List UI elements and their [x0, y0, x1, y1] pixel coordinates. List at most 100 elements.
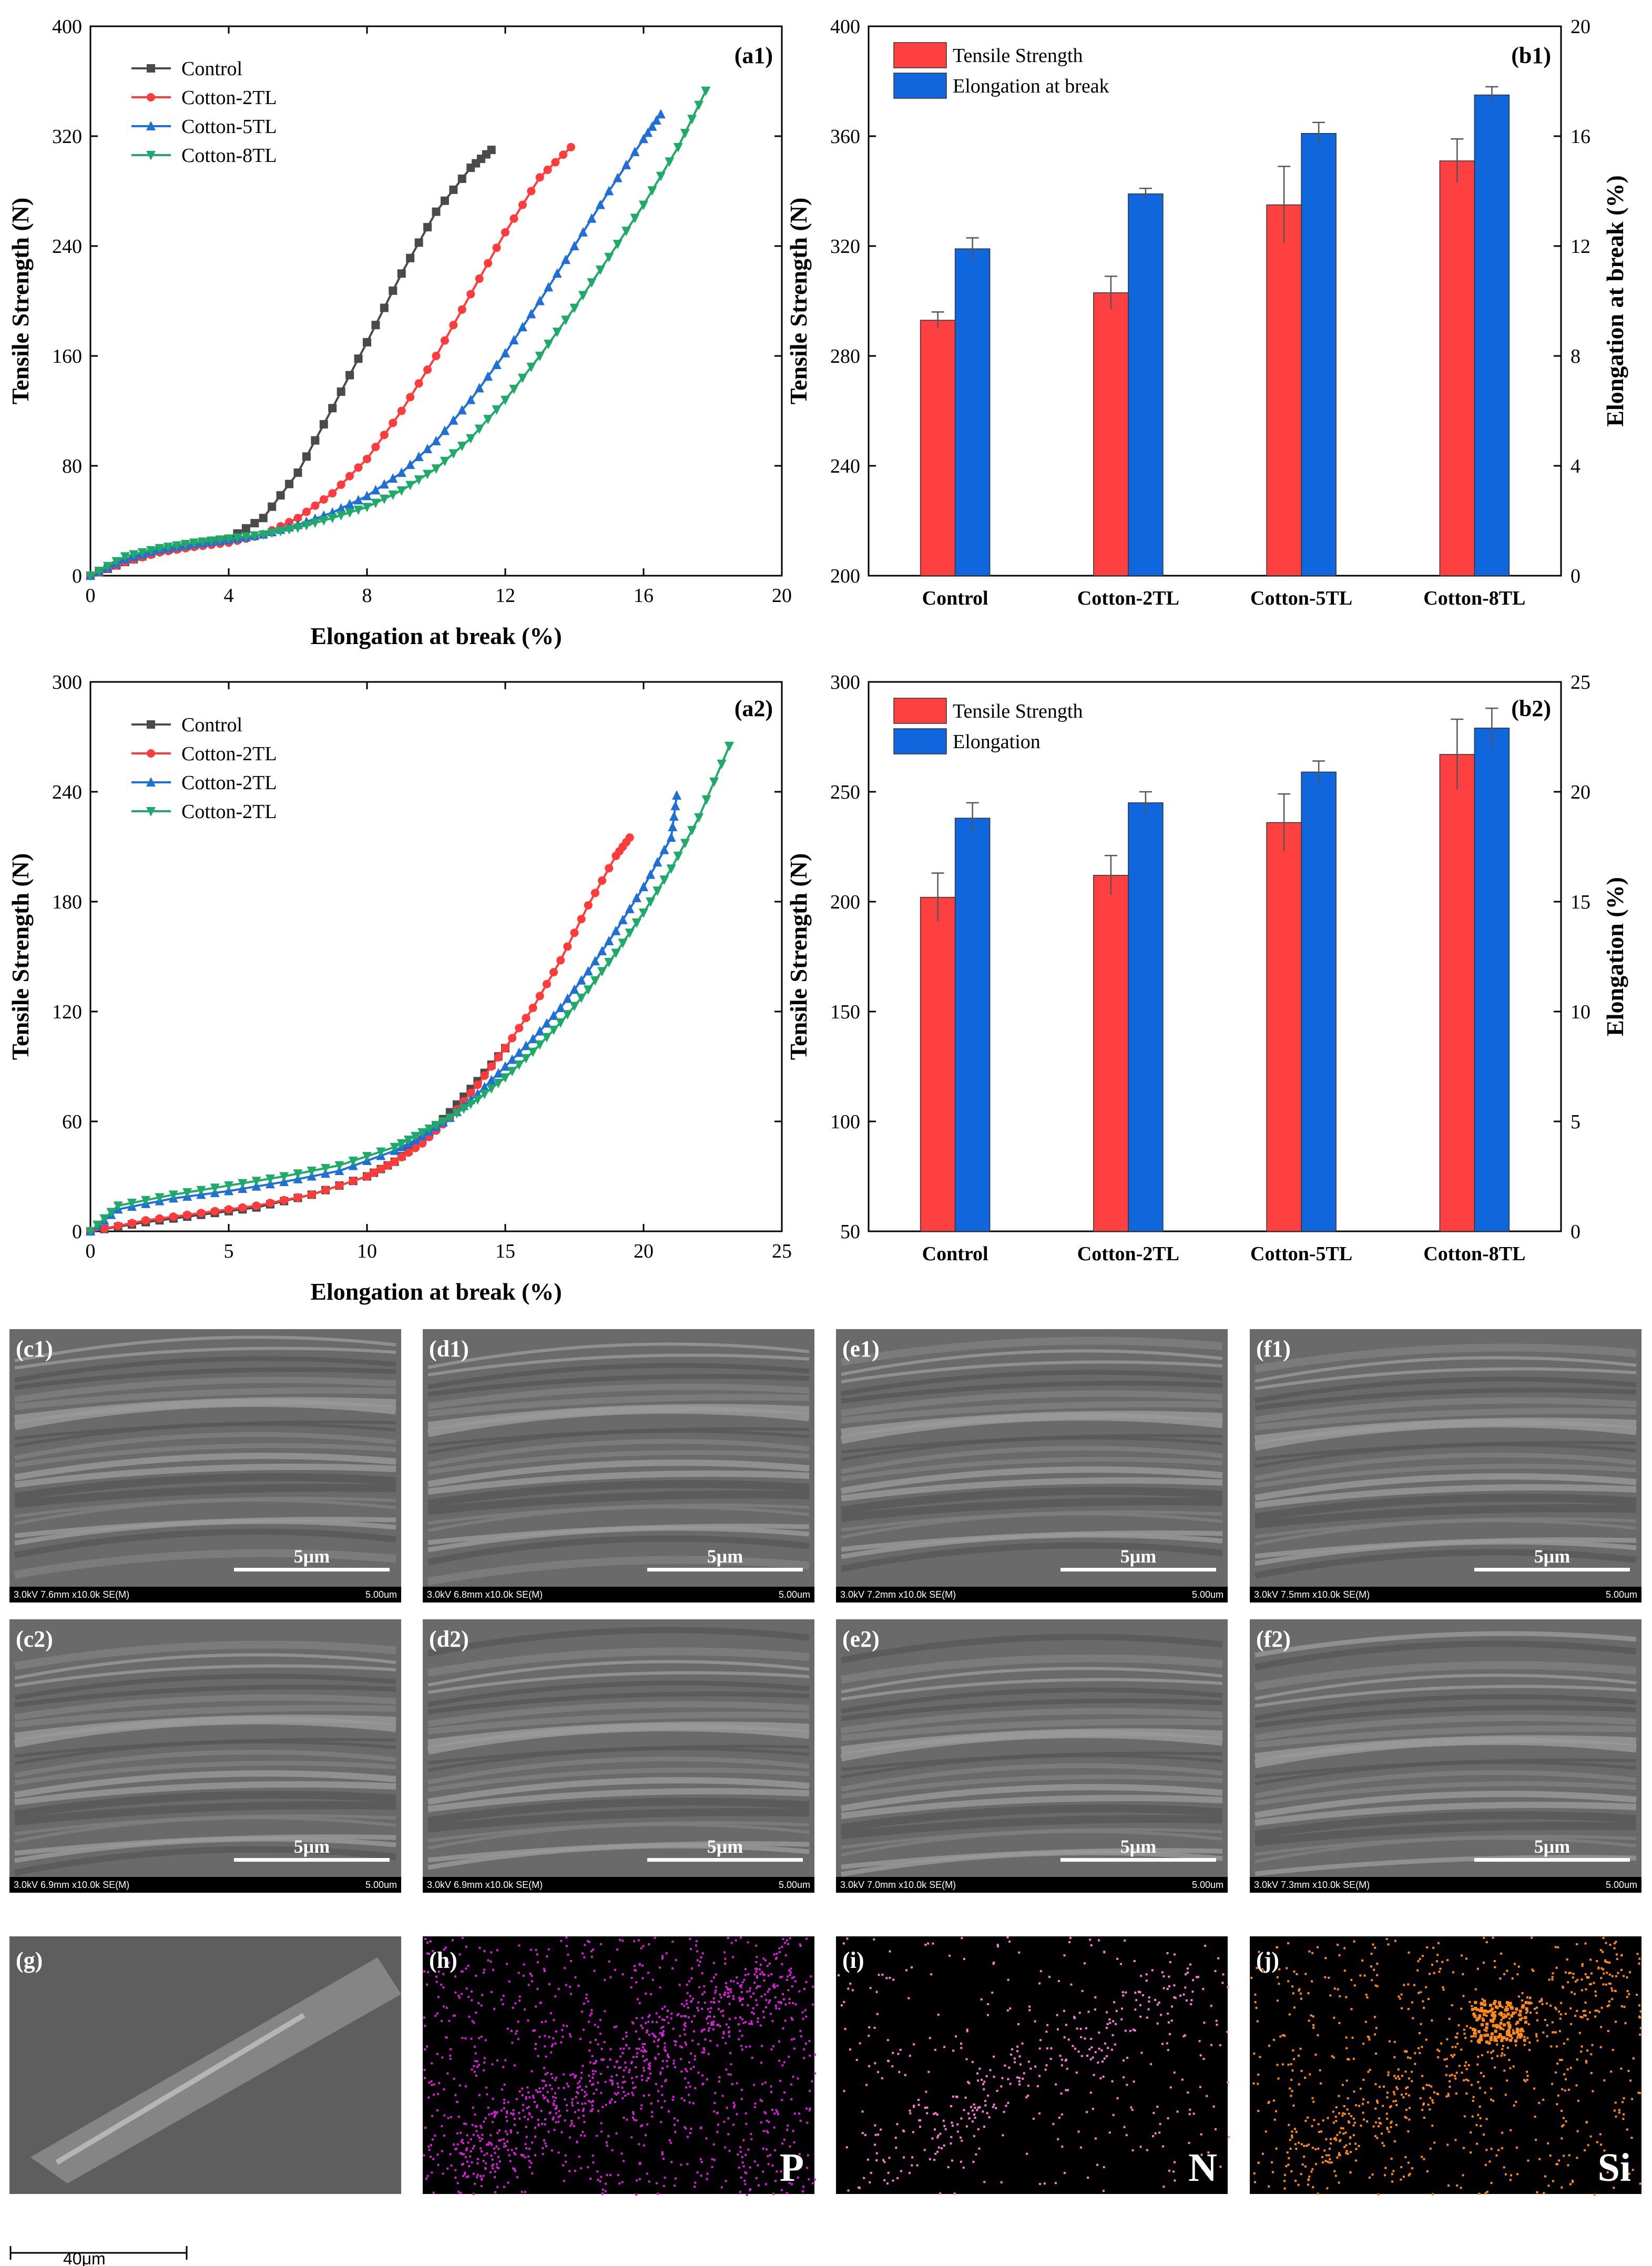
map-dot [542, 2153, 544, 2156]
map-dot [1613, 2187, 1615, 2189]
map-dot [651, 1978, 654, 1981]
map-dot [1287, 1980, 1290, 1983]
y-tick-label: 320 [52, 126, 82, 148]
map-dot [437, 2093, 440, 2095]
map-dot [597, 2110, 600, 2112]
map-dot [636, 1998, 639, 2000]
map-dot [635, 2056, 638, 2058]
map-dot [1470, 2084, 1473, 2086]
map-dot [1484, 2192, 1487, 2194]
map-dot [1590, 2053, 1593, 2056]
map-cluster [1490, 2036, 1493, 2039]
sem-fiber [427, 1363, 810, 1390]
data-point [656, 171, 666, 181]
map-dot [621, 2181, 624, 2183]
map-dot [662, 2185, 665, 2187]
map-dot [725, 1986, 728, 1988]
map-dot [549, 2012, 552, 2015]
data-point [475, 274, 484, 283]
data-point [423, 365, 432, 374]
map-dot [554, 2108, 557, 2110]
map-dot [657, 2045, 659, 2048]
map-dot [683, 2028, 686, 2031]
map-dot [628, 2071, 630, 2074]
y-tick-label: 100 [830, 1111, 860, 1133]
sem-fiber [427, 1788, 810, 1812]
map-dot [1334, 2137, 1337, 2139]
map-dot [1516, 2173, 1519, 2176]
map-dot [504, 2130, 507, 2133]
map-dot [997, 1945, 1000, 1948]
data-point [569, 984, 579, 994]
data-point [631, 918, 641, 928]
map-dot [461, 1993, 463, 1995]
data-point [197, 1209, 206, 1218]
map-dot [940, 2147, 943, 2150]
map-dot [875, 2159, 878, 2161]
map-dot [645, 2050, 647, 2053]
map-cluster [1473, 2015, 1477, 2018]
map-dot [1394, 1940, 1396, 1942]
map-dot [493, 2110, 496, 2113]
sem-fiber [1255, 1761, 1637, 1785]
map-dot [1585, 2060, 1587, 2063]
map-dot [762, 2147, 764, 2150]
map-dot [685, 1999, 688, 2002]
data-point [518, 200, 527, 209]
map-cluster [1482, 2018, 1485, 2022]
map-dot [1328, 2161, 1331, 2164]
map-dot [1526, 2078, 1528, 2081]
sem-fiber [427, 1383, 810, 1410]
map-dot [733, 2104, 736, 2107]
map-dot [1620, 2005, 1623, 2008]
map-dot [851, 1989, 854, 1992]
map-dot [1485, 2014, 1488, 2017]
map-dot [745, 2122, 748, 2125]
y2-tick-label: 4 [1571, 455, 1580, 477]
map-dot [609, 2100, 611, 2103]
map-dot [1298, 2141, 1300, 2144]
map-dot [762, 2010, 764, 2013]
map-dot [1629, 1971, 1631, 1974]
map-dot [1000, 2181, 1003, 2183]
map-dot [1072, 2045, 1074, 2047]
map-dot [467, 2141, 470, 2144]
map-dot [1474, 1988, 1477, 1991]
map-dot [756, 1956, 758, 1958]
map-dot [1076, 2027, 1078, 2030]
data-point [535, 992, 544, 1001]
map-dot [465, 1967, 467, 1970]
map-dot [1170, 2005, 1173, 2008]
data-point [543, 166, 552, 175]
map-dot [1123, 2126, 1126, 2128]
map-dot [1268, 2044, 1271, 2047]
sem-fiber [840, 1634, 1223, 1663]
data-point [625, 928, 635, 938]
map-dot [767, 2155, 769, 2158]
map-dot [767, 2163, 770, 2166]
map-dot [1484, 2163, 1487, 2166]
map-dot [578, 2080, 581, 2083]
map-dot [621, 2086, 624, 2089]
map-dot [638, 1964, 641, 1966]
map-dot [625, 2035, 628, 2038]
map-dot [1112, 2114, 1115, 2116]
map-dot [1130, 2106, 1133, 2109]
map-dot [1502, 2045, 1504, 2047]
map-dot [692, 1997, 695, 2000]
map-dot [565, 2160, 567, 2163]
map-dot [582, 2110, 584, 2112]
map-dot [1275, 2110, 1278, 2112]
map-cluster [1506, 2012, 1510, 2016]
map-dot [601, 2059, 604, 2061]
map-dot [790, 2038, 793, 2041]
map-dot [460, 2131, 462, 2134]
legend-swatch [893, 698, 947, 724]
map-dot [811, 2182, 814, 2185]
map-dot [1465, 1957, 1468, 1960]
map-dot [1293, 1971, 1296, 1973]
map-dot [1445, 2065, 1448, 2068]
map-dot [799, 2166, 801, 2169]
map-dot [1292, 2104, 1295, 2107]
